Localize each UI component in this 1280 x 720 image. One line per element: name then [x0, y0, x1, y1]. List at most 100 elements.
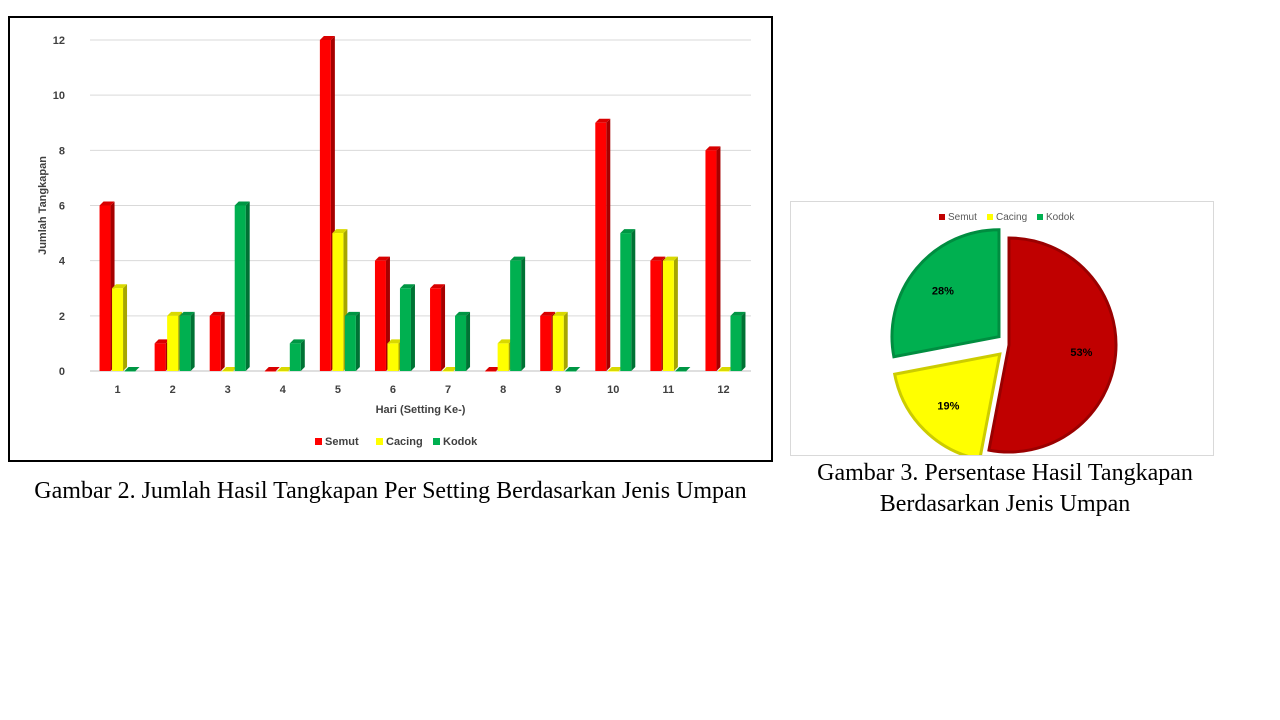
- bar-side: [410, 284, 415, 371]
- bar-front: [374, 260, 386, 371]
- bar-top: [607, 367, 623, 371]
- legend-swatch: [376, 438, 383, 445]
- legend-swatch: [433, 438, 440, 445]
- bar-semut: [485, 367, 501, 372]
- bar-semut: [209, 311, 225, 371]
- bar-front: [319, 40, 331, 371]
- legend-label: Semut: [325, 436, 359, 448]
- y-axis-title: Jumlah Tangkapan: [37, 156, 49, 255]
- pie-legend-swatch: [1037, 214, 1043, 220]
- x-tick-label: 7: [445, 384, 451, 396]
- pie-chart-caption: Gambar 3. Persentase Hasil Tangkapan Ber…: [790, 458, 1220, 520]
- bar-top: [344, 311, 360, 316]
- bar-front: [124, 371, 136, 372]
- bar-front: [565, 371, 577, 372]
- x-tick-label: 11: [663, 384, 675, 396]
- bar-top: [289, 339, 305, 344]
- bar-front: [705, 150, 717, 371]
- bar-top: [442, 367, 458, 371]
- pie-slice-label: 19%: [937, 401, 959, 413]
- bar-kodok: [510, 256, 526, 371]
- bar-top: [730, 311, 746, 316]
- bar-kodok: [399, 284, 415, 371]
- bar-side: [220, 311, 225, 371]
- bar-top: [455, 311, 471, 316]
- pie-legend-label: Cacing: [996, 212, 1027, 223]
- bar-side: [355, 311, 360, 371]
- bar-top: [277, 367, 293, 371]
- bar-side: [521, 256, 526, 371]
- bar-top: [565, 367, 581, 371]
- bar-kodok: [289, 339, 305, 371]
- bar-top: [662, 256, 678, 261]
- pie-slice-semut: [987, 236, 1118, 454]
- bar-top: [319, 36, 335, 40]
- bar-front: [332, 233, 344, 371]
- pie-legend-item-cacing: Cacing: [987, 212, 1027, 223]
- bar-side: [563, 311, 568, 371]
- bar-side: [716, 146, 721, 371]
- bar-top: [650, 256, 666, 261]
- bar-front: [209, 315, 221, 371]
- bar-front: [112, 288, 124, 371]
- bar-side: [631, 229, 636, 371]
- bar-kodok: [565, 367, 581, 372]
- bar-front: [650, 260, 662, 371]
- bar-front: [264, 371, 276, 372]
- bar-front: [607, 371, 619, 372]
- bar-top: [222, 367, 238, 371]
- bar-cacing: [442, 367, 458, 372]
- bar-front: [154, 343, 166, 371]
- bar-front: [662, 260, 674, 371]
- bar-kodok: [234, 201, 250, 371]
- legend-label: Kodok: [443, 436, 478, 448]
- y-tick-label: 4: [59, 256, 66, 268]
- bar-front: [179, 315, 191, 371]
- bar-front: [99, 205, 111, 371]
- bar-front: [675, 371, 687, 372]
- bar-semut: [595, 118, 611, 371]
- x-tick-label: 3: [225, 384, 231, 396]
- pie-legend-swatch: [987, 214, 993, 220]
- bar-semut: [264, 367, 280, 372]
- bar-cacing: [222, 367, 238, 372]
- bar-top: [705, 146, 721, 151]
- bar-top: [540, 311, 556, 316]
- bar-top: [99, 201, 115, 206]
- bar-front: [399, 288, 411, 371]
- bar-front: [344, 315, 356, 371]
- x-tick-label: 5: [335, 384, 341, 396]
- y-tick-label: 6: [59, 201, 65, 213]
- bar-front: [510, 260, 522, 371]
- y-tick-label: 12: [53, 35, 65, 47]
- bar-side: [441, 284, 446, 371]
- bar-top: [179, 311, 195, 316]
- bar-top: [124, 367, 140, 371]
- pie-legend-swatch: [939, 214, 945, 220]
- bar-chart-caption: Gambar 2. Jumlah Hasil Tangkapan Per Set…: [34, 478, 747, 504]
- bar-front: [277, 371, 289, 372]
- bar-front: [442, 371, 454, 372]
- bar-side: [606, 118, 611, 371]
- bar-side: [741, 311, 746, 371]
- x-tick-label: 8: [500, 384, 506, 396]
- bar-top: [154, 339, 170, 344]
- pie-legend-item-kodok: Kodok: [1037, 212, 1075, 223]
- bar-semut: [430, 284, 446, 371]
- bar-side: [300, 339, 305, 371]
- bar-top: [552, 311, 568, 316]
- bar-chart-figure: 0 2 4 6 8 10 12 1 2 3 4 5 6 7 8 9 10 11 12 Hari (Setting Ke…: [8, 16, 773, 462]
- bar-side: [123, 284, 128, 371]
- bar-kodok: [124, 367, 140, 372]
- bar-top: [112, 284, 128, 289]
- y-tick-label: 10: [53, 90, 65, 102]
- legend-swatch: [315, 438, 322, 445]
- x-tick-label: 9: [555, 384, 561, 396]
- bar-front: [540, 315, 552, 371]
- x-tick-label: 2: [170, 384, 176, 396]
- bar-top: [430, 284, 446, 289]
- bar-top: [595, 118, 611, 123]
- bar-kodok: [179, 311, 195, 371]
- bar-front: [234, 205, 246, 371]
